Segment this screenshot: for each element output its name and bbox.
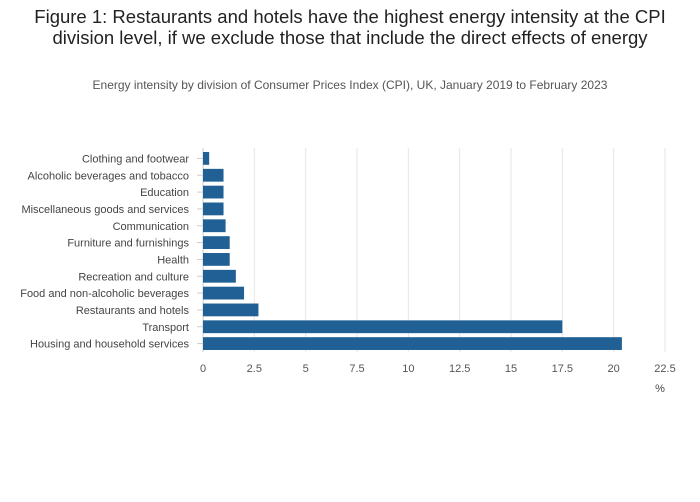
x-tick-label: 0	[200, 363, 206, 375]
bar[interactable]	[203, 168, 224, 182]
category-label: Furniture and furnishings	[67, 238, 189, 250]
category-label: Clothing and footwear	[82, 153, 189, 165]
chart-title: Figure 1: Restaurants and hotels have th…	[34, 6, 666, 48]
category-label: Education	[140, 187, 189, 199]
x-tick-label: 17.5	[552, 363, 573, 375]
category-labels: Clothing and footwear Alcoholic beverages…	[20, 153, 203, 351]
bar[interactable]	[203, 236, 230, 249]
category-label: Restaurants and hotels	[76, 305, 190, 317]
category-label: Communication	[113, 221, 189, 233]
category-label: Miscellaneous goods and services	[21, 204, 189, 216]
x-tick-labels: 0 2.5 5 7.5 10 12.5 15 17.5 20 22.5	[200, 363, 676, 375]
category-label: Alcoholic beverages and tobacco	[28, 170, 189, 182]
chart-subtitle: Energy intensity by division of Consumer…	[92, 78, 608, 92]
bar[interactable]	[203, 269, 236, 283]
grid-lines	[202, 148, 666, 352]
bar[interactable]	[203, 202, 224, 216]
bars	[203, 152, 622, 350]
category-label: Housing and household services	[30, 339, 189, 351]
bar[interactable]	[203, 185, 224, 199]
x-tick-label: 15	[505, 363, 517, 375]
category-label: Health	[157, 254, 189, 266]
bar[interactable]	[203, 303, 259, 317]
bar[interactable]	[203, 337, 622, 350]
x-tick-label: 2.5	[247, 363, 262, 375]
category-label: Food and non-alcoholic beverages	[20, 288, 189, 300]
category-label: Recreation and culture	[78, 271, 189, 283]
x-tick-label: 20	[608, 363, 620, 375]
bar[interactable]	[203, 286, 245, 300]
x-tick-label: 10	[402, 363, 414, 375]
x-tick-label: 12.5	[449, 363, 470, 375]
category-label: Transport	[142, 322, 189, 334]
bar[interactable]	[203, 320, 563, 334]
bar[interactable]	[203, 219, 226, 233]
bar[interactable]	[203, 253, 230, 266]
x-tick-label: 7.5	[349, 363, 364, 375]
x-tick-label: 5	[303, 363, 309, 375]
bar[interactable]	[203, 152, 210, 165]
x-tick-label: 22.5	[654, 363, 675, 375]
x-axis-unit-label: %	[655, 383, 665, 395]
